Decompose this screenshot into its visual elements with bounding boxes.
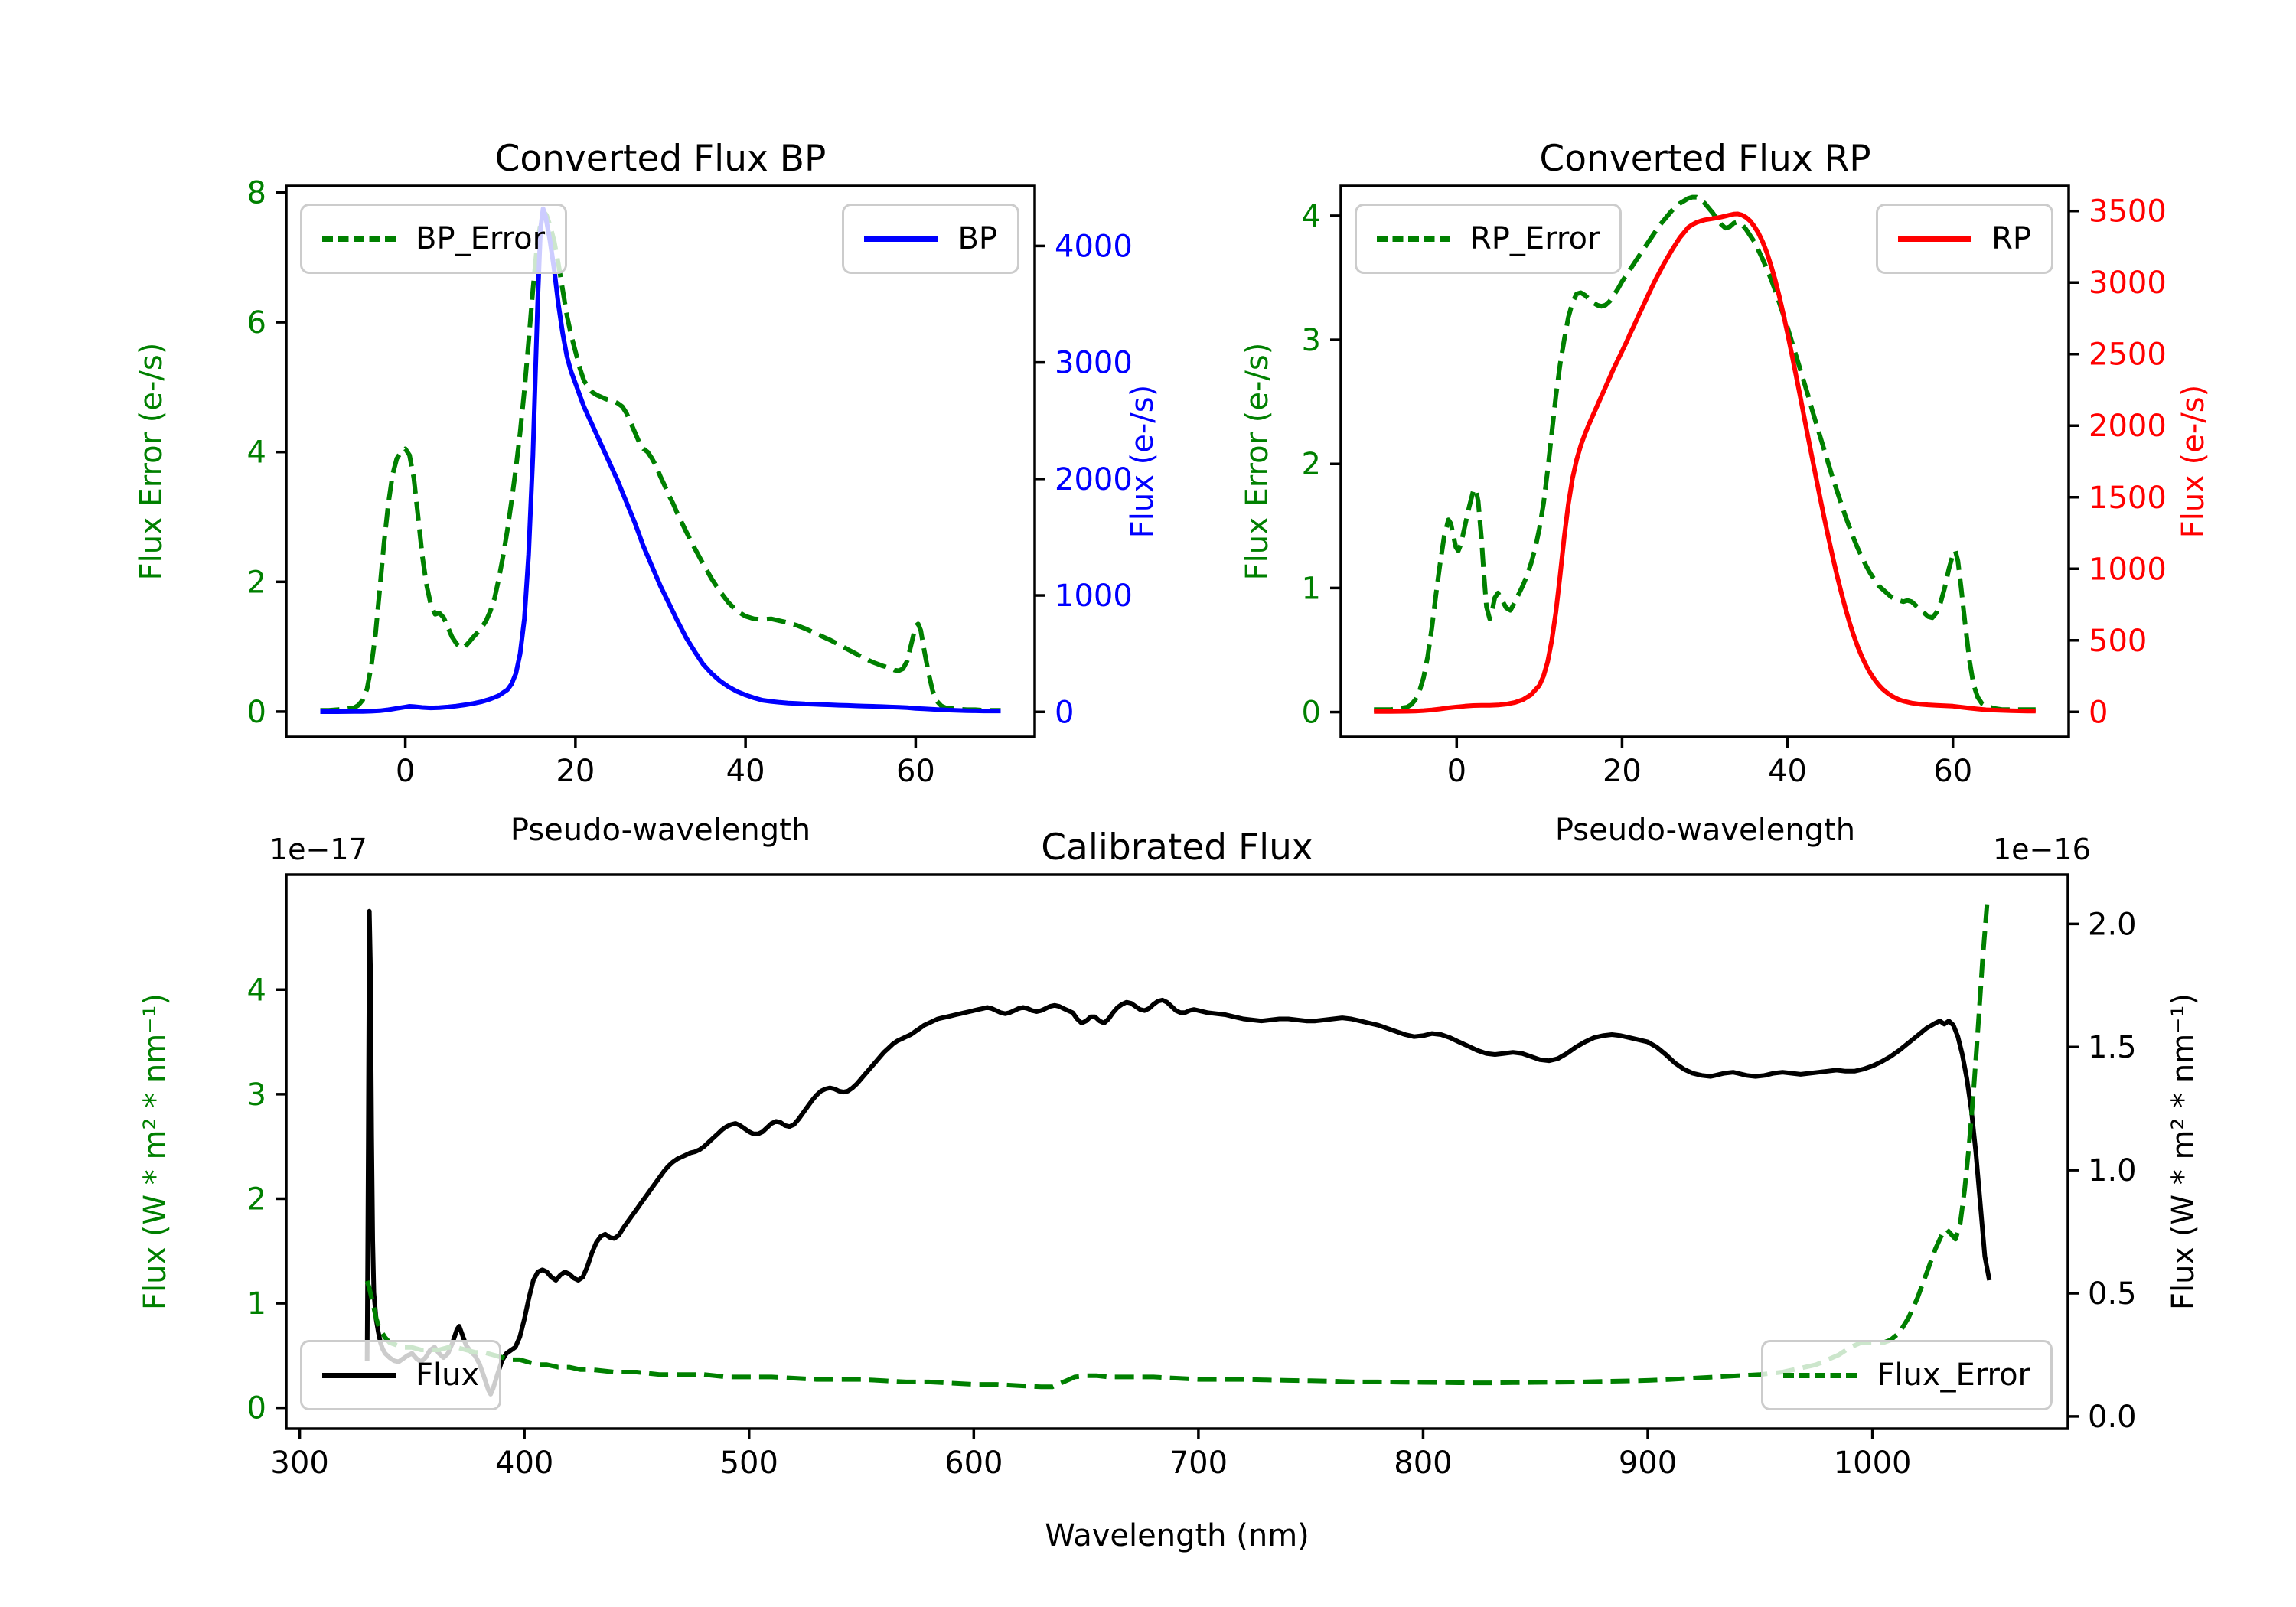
rp-left-tick-label: 2	[1302, 447, 1321, 482]
rp-left-tick-label: 4	[1302, 199, 1321, 234]
legend-dashed-line-sample	[1377, 236, 1450, 242]
cal-left-tick-label: 4	[247, 973, 266, 1008]
legend-rp-error: RP_Error	[1355, 204, 1623, 274]
x-axis-label-calibrated: Wavelength (nm)	[1045, 1518, 1309, 1553]
cal-left-tick-label: 3	[247, 1077, 266, 1113]
y-axis-label-bp-flux: Flux (e-/s)	[1125, 384, 1160, 539]
legend-flux-error: Flux_Error	[1761, 1340, 2053, 1410]
y-axis-label-rp-flux: Flux (e-/s)	[2176, 384, 2211, 539]
bp-x-tick-label: 0	[396, 754, 415, 789]
legend-label: BP	[957, 221, 997, 256]
legend-flux: Flux	[300, 1340, 502, 1410]
legend-rp: RP	[1876, 204, 2053, 274]
cal-x-tick-label: 1000	[1834, 1446, 1912, 1481]
rp-left-tick-label: 1	[1302, 571, 1321, 606]
legend-bp: BP	[842, 204, 1019, 274]
legend-label: Flux	[416, 1358, 480, 1393]
rp-right-tick-label: 3000	[2089, 266, 2167, 301]
axis-offset-text-right: 1e−16	[1993, 833, 2091, 866]
rp-rp-curve	[1374, 211, 2036, 714]
legend-label: RP_Error	[1470, 221, 1600, 256]
rp-x-tick-label: 40	[1768, 754, 1807, 789]
y-axis-label-cal-flux-left: Flux (W * m² * nm⁻¹)	[138, 993, 173, 1310]
cal-x-tick-label: 600	[944, 1446, 1003, 1481]
rp-right-tick-label: 0	[2089, 695, 2108, 730]
cal-x-tick-label: 400	[495, 1446, 553, 1481]
bp-left-tick-label: 8	[247, 175, 266, 210]
rp-x-tick-label: 60	[1933, 754, 1972, 789]
bp-left-tick-label: 0	[247, 695, 266, 730]
cal-flux_error-curve	[364, 904, 1990, 1390]
rp-left-tick-label: 0	[1302, 696, 1321, 731]
legend-line-sample	[322, 1372, 396, 1378]
legend-label: RP	[1991, 221, 2031, 256]
chart-title-calibrated: Calibrated Flux	[1041, 826, 1313, 869]
y-axis-label-cal-flux-right: Flux (W * m² * nm⁻¹)	[2166, 993, 2201, 1310]
cal-left-tick-label: 2	[247, 1182, 266, 1217]
rp-x-tick-label: 0	[1447, 754, 1466, 789]
cal-left-tick-label: 1	[247, 1286, 266, 1322]
bp-axes-frame	[285, 184, 1036, 738]
bp-right-tick-label: 4000	[1055, 229, 1133, 264]
cal-left-tick-label: 0	[247, 1391, 266, 1426]
y-axis-label-rp-error: Flux Error (e-/s)	[1240, 342, 1275, 581]
bp-x-tick-label: 40	[726, 754, 765, 789]
x-axis-label-bp: Pseudo-wavelength	[510, 813, 811, 848]
bp-bp_error-curve	[320, 209, 1001, 713]
rp-right-tick-label: 2000	[2089, 409, 2167, 444]
bp-x-tick-label: 60	[896, 754, 935, 789]
rp-x-tick-label: 20	[1603, 754, 1642, 789]
bp-left-tick-label: 4	[247, 435, 266, 471]
rp-left-tick-label: 3	[1302, 323, 1321, 358]
cal-flux-curve	[364, 908, 1992, 1397]
cal-x-tick-label: 300	[270, 1446, 328, 1481]
chart-title-rp: Converted Flux RP	[1539, 138, 1871, 180]
x-axis-label-rp: Pseudo-wavelength	[1554, 813, 1856, 848]
rp-axes-frame	[1339, 184, 2070, 738]
legend-label: Flux_Error	[1877, 1358, 2030, 1393]
rp-right-tick-label: 3500	[2089, 194, 2167, 230]
rp-right-tick-label: 500	[2089, 624, 2147, 659]
cal-x-tick-label: 700	[1169, 1446, 1228, 1481]
rp-rp_error-curve	[1374, 194, 2036, 712]
legend-dashed-line-sample	[1783, 1372, 1857, 1378]
legend-dashed-line-sample	[322, 236, 396, 242]
bp-left-tick-label: 2	[247, 565, 266, 600]
cal-x-tick-label: 500	[720, 1446, 778, 1481]
bp-bp-curve	[320, 206, 1001, 714]
cal-right-tick-label: 1.0	[2088, 1153, 2137, 1188]
cal-x-tick-label: 900	[1619, 1446, 1677, 1481]
cal-x-tick-label: 800	[1394, 1446, 1452, 1481]
legend-line-sample	[864, 236, 938, 242]
chart-title-bp: Converted Flux BP	[494, 138, 827, 180]
axis-offset-text-left: 1e−17	[269, 833, 367, 866]
rp-right-tick-label: 1000	[2089, 552, 2167, 587]
rp-right-tick-label: 1500	[2089, 481, 2167, 516]
y-axis-label-bp-error: Flux Error (e-/s)	[134, 342, 169, 581]
bp-right-tick-label: 1000	[1055, 579, 1133, 614]
bp-left-tick-label: 6	[247, 305, 266, 341]
cal-axes-frame	[285, 873, 2069, 1430]
cal-right-tick-label: 0.5	[2088, 1276, 2137, 1312]
bp-x-tick-label: 20	[556, 754, 595, 789]
cal-right-tick-label: 1.5	[2088, 1030, 2137, 1065]
legend-bp-error: BP_Error	[300, 204, 568, 274]
cal-right-tick-label: 0.0	[2088, 1400, 2137, 1435]
bp-right-tick-label: 0	[1055, 695, 1074, 730]
rp-right-tick-label: 2500	[2089, 337, 2167, 373]
legend-line-sample	[1898, 236, 1972, 242]
legend-label: BP_Error	[416, 221, 546, 256]
bp-right-tick-label: 3000	[1055, 346, 1133, 381]
bp-right-tick-label: 2000	[1055, 462, 1133, 497]
cal-right-tick-label: 2.0	[2088, 907, 2137, 942]
